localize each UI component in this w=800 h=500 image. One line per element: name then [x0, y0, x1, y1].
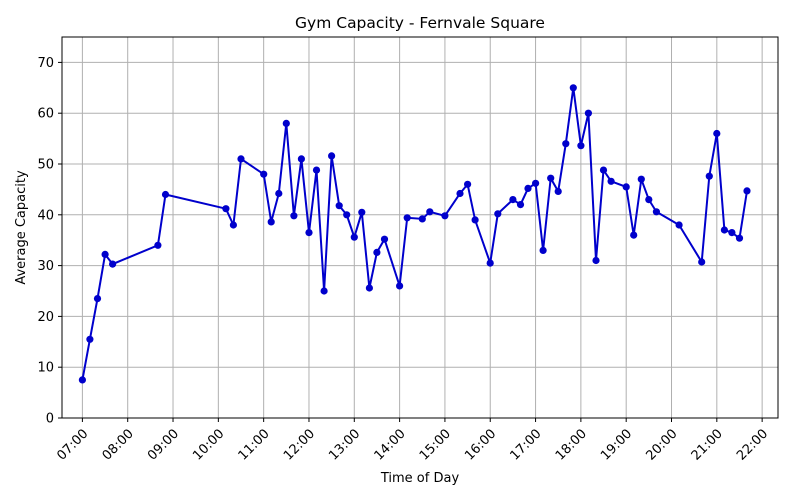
- y-tick-label: 30: [37, 259, 54, 274]
- data-point: [516, 201, 525, 209]
- data-point: [509, 196, 517, 204]
- grid: [62, 37, 778, 419]
- data-point: [486, 259, 494, 267]
- data-point: [380, 235, 389, 243]
- data-point: [222, 205, 230, 213]
- data-point: [675, 221, 683, 229]
- y-tick-label: 10: [37, 361, 54, 376]
- data-point: [532, 179, 540, 187]
- data-point: [539, 246, 547, 254]
- data-point: [396, 282, 404, 290]
- data-point: [554, 187, 562, 195]
- data-point: [705, 172, 713, 180]
- data-point: [260, 170, 268, 178]
- y-tick-label: 70: [37, 56, 54, 71]
- data-point: [713, 129, 721, 138]
- data-point: [698, 258, 706, 266]
- data-point: [562, 140, 570, 148]
- data-point: [735, 234, 744, 242]
- y-tick-label: 0: [46, 412, 54, 427]
- data-point: [645, 196, 653, 204]
- data-point: [494, 210, 502, 218]
- y-tick-label: 50: [37, 158, 54, 173]
- y-tick-label: 40: [37, 208, 54, 223]
- data-point: [93, 295, 102, 303]
- data-point: [464, 180, 472, 188]
- data-point: [78, 376, 86, 384]
- data-points: [78, 84, 751, 384]
- data-point: [275, 189, 283, 198]
- data-point: [441, 212, 449, 220]
- data-point: [630, 231, 638, 239]
- data-point: [403, 214, 411, 222]
- data-point: [720, 226, 729, 234]
- series-line: [81, 87, 748, 381]
- data-point: [652, 208, 661, 216]
- data-point: [637, 175, 645, 183]
- data-point: [373, 248, 381, 256]
- data-point: [599, 166, 608, 174]
- data-point: [584, 109, 593, 117]
- data-point: [290, 212, 298, 220]
- data-point: [305, 229, 313, 237]
- data-point: [350, 233, 358, 241]
- plot-frame: [61, 36, 779, 419]
- data-point: [237, 155, 245, 163]
- data-point: [86, 335, 94, 343]
- data-point: [547, 174, 555, 182]
- data-point: [418, 215, 426, 223]
- data-point: [343, 211, 351, 219]
- data-point: [524, 184, 532, 192]
- data-point: [577, 142, 585, 150]
- x-axis-title: Time of Day: [380, 471, 460, 486]
- data-point: [267, 218, 275, 226]
- y-axis-title: Average Capacity: [14, 170, 29, 285]
- data-point: [365, 284, 373, 292]
- data-point: [607, 177, 615, 185]
- data-point: [161, 190, 170, 199]
- data-point: [328, 152, 336, 160]
- data-point: [728, 229, 736, 237]
- data-point: [312, 166, 321, 174]
- data-point: [471, 216, 479, 224]
- data-point: [622, 183, 630, 191]
- data-point: [743, 187, 751, 195]
- data-point: [229, 221, 237, 229]
- data-point: [282, 119, 290, 127]
- data-point: [456, 189, 464, 198]
- data-point: [592, 256, 600, 265]
- data-point: [426, 208, 434, 216]
- y-tick-label: 60: [37, 107, 54, 122]
- y-tick-label: 20: [37, 310, 54, 325]
- y-axis-ticks: 0 10 20 30 40 50 60 70: [37, 56, 62, 427]
- data-point: [297, 155, 305, 163]
- data-point: [569, 84, 577, 92]
- chart-title: Gym Capacity - Fernvale Square: [295, 14, 545, 32]
- data-point: [320, 287, 328, 295]
- data-point: [154, 241, 162, 249]
- data-point: [335, 202, 343, 210]
- data-point: [101, 250, 109, 258]
- data-point: [358, 208, 366, 216]
- data-point: [109, 260, 117, 268]
